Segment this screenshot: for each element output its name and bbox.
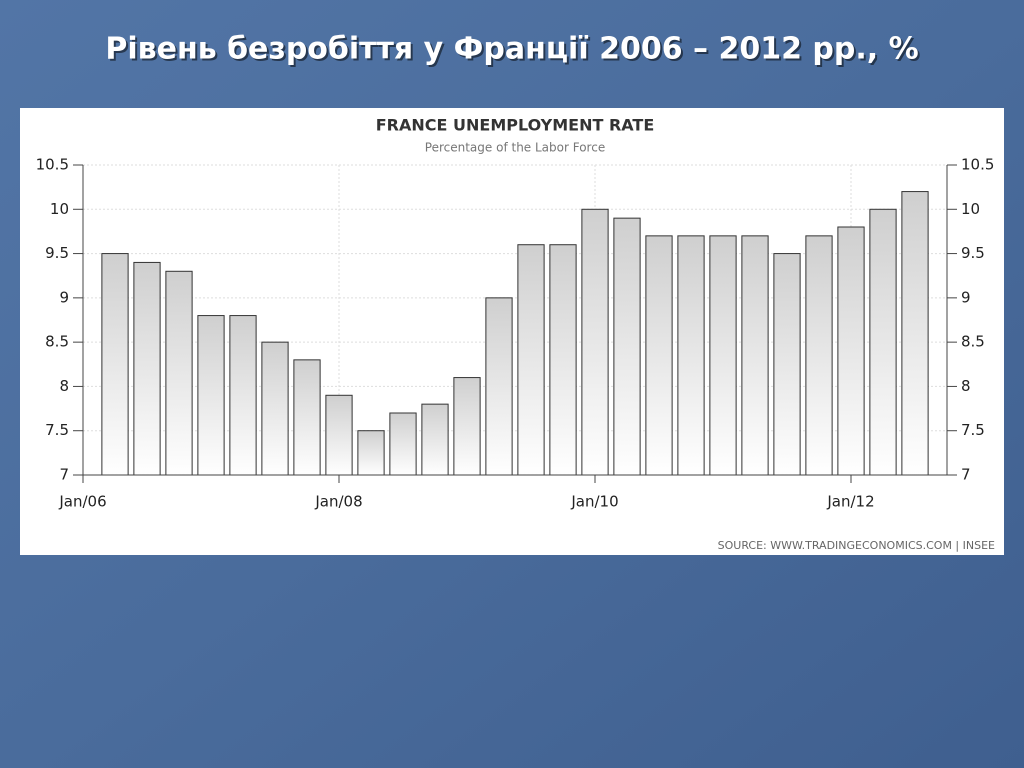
bar — [677, 235, 705, 476]
bar — [805, 235, 833, 476]
bar — [165, 270, 193, 476]
y-tick-label: 9.5 — [45, 244, 69, 262]
bar — [869, 208, 897, 476]
bar — [901, 191, 929, 476]
bar — [517, 244, 545, 476]
bar — [613, 217, 641, 476]
source: SOURCE: WWW.TRADINGECONOMICS.COM | INSEE — [718, 539, 995, 552]
bar — [421, 403, 449, 476]
bar — [133, 261, 161, 476]
y2-tick-label: 7.5 — [961, 421, 985, 439]
x-tick-label: Jan/08 — [314, 493, 362, 511]
bar — [357, 430, 385, 476]
y-tick-label: 7.5 — [45, 421, 69, 439]
y-tick-label: 8 — [59, 377, 69, 395]
x-tick-label: Jan/12 — [826, 493, 874, 511]
chart-subtitle: Percentage of the Labor Force — [425, 141, 605, 155]
bar — [741, 235, 769, 476]
slide-title: Рівень безробіття у Франції 2006 – 2012 … — [105, 32, 918, 67]
bar — [453, 377, 481, 476]
y2-tick-label: 9 — [961, 288, 971, 306]
bar — [485, 297, 513, 476]
y-tick-label: 10.5 — [36, 156, 69, 174]
y-tick-label: 10 — [50, 200, 69, 218]
plot: 7 7.5 8 8.5 9 9.5 10 10.5 7 7.5 8 8.5 9 9.5 10 10.5 Jan/… — [36, 156, 995, 511]
bar — [261, 341, 289, 476]
bar — [229, 315, 257, 476]
y2-tick-label: 10.5 — [961, 156, 994, 174]
bar — [549, 244, 577, 476]
slide-title-shadow: Рівень безробіття у Франції 2006 – 2012 … — [107, 34, 920, 69]
bar — [325, 394, 353, 476]
bar — [101, 253, 129, 476]
bar — [709, 235, 737, 476]
y-tick-label: 9 — [59, 288, 69, 306]
bar — [197, 315, 225, 476]
y2-tick-label: 8 — [961, 377, 971, 395]
chart-title: FRANCE UNEMPLOYMENT RATE — [376, 116, 655, 135]
bar — [293, 359, 321, 476]
y2-tick-label: 7 — [961, 466, 971, 484]
y2-tick-label: 10 — [961, 200, 980, 218]
bar — [645, 235, 673, 476]
bar — [389, 412, 417, 476]
y2-tick-label: 9.5 — [961, 244, 985, 262]
bar — [773, 253, 801, 476]
bar — [581, 208, 609, 476]
bar — [837, 226, 865, 476]
x-tick-label: Jan/06 — [58, 493, 106, 511]
y2-tick-label: 8.5 — [961, 333, 985, 351]
y-tick-label: 7 — [59, 466, 69, 484]
x-tick-label: Jan/10 — [570, 493, 618, 511]
y-tick-label: 8.5 — [45, 333, 69, 351]
